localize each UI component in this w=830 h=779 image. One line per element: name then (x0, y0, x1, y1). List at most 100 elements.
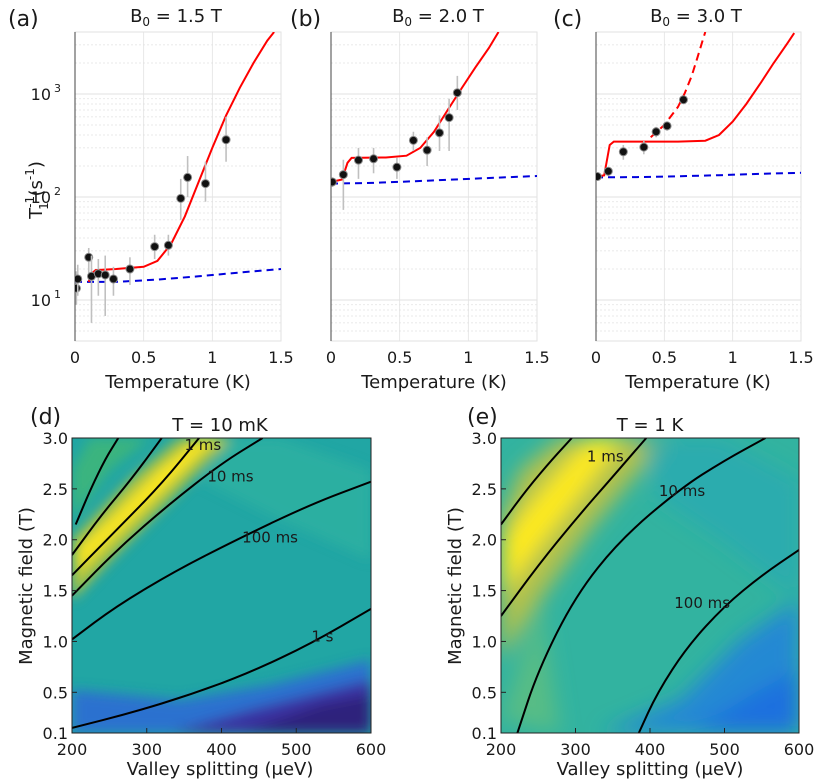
panel-b-baseline-fit (331, 175, 537, 185)
data-point (651, 127, 661, 137)
contour-line (501, 438, 648, 617)
panel-a-points (75, 116, 231, 323)
panel-e-label: (e) (467, 405, 498, 430)
data-point (596, 172, 602, 182)
xtick-label: 0 (326, 348, 336, 367)
contour-label: 1 ms (184, 436, 221, 454)
xtick-label: 500 (281, 740, 312, 759)
data-point (678, 95, 688, 105)
ytick-label: 0.5 (472, 683, 497, 702)
panel-e-xticks: 200 300 400 500 600 (486, 728, 814, 759)
ytick-label: 2.0 (43, 531, 68, 550)
panel-b-grid (330, 31, 538, 342)
ytick-label: 2.5 (472, 480, 497, 499)
panel-e-contours (501, 438, 799, 733)
panel-e-ylabel: Magnetic field (T) (445, 507, 466, 665)
data-point (422, 145, 432, 155)
contour-label: 100 ms (674, 594, 730, 612)
data-point (639, 142, 649, 152)
data-point (200, 179, 210, 189)
data-point (353, 155, 363, 165)
xtick-label: 0.5 (387, 348, 412, 367)
data-point (100, 270, 110, 280)
contour-label: 1 ms (587, 447, 624, 465)
data-point (338, 170, 348, 180)
ytick-exponent: 1 (54, 288, 61, 301)
xtick-label: 200 (57, 740, 88, 759)
panel-d-yticks: 0.1 0.5 1.0 1.5 2.0 2.5 3.0 (43, 429, 77, 743)
data-point (150, 242, 160, 252)
panel-b-xlabel: Temperature (K) (360, 372, 507, 393)
contour-line (74, 438, 120, 525)
data-point (125, 264, 135, 274)
xtick-label: 0 (70, 348, 80, 367)
panel-c-xticks: 0 0.5 1 1.5 (591, 348, 814, 367)
data-point (108, 274, 118, 284)
contour-label: 10 ms (659, 482, 705, 500)
panel-c-xlabel: Temperature (K) (624, 372, 771, 393)
data-point (75, 283, 81, 293)
contour-line (516, 438, 766, 733)
panel-d-ylabel: Magnetic field (T) (16, 507, 37, 665)
contour-line (72, 438, 264, 597)
data-point (331, 177, 337, 187)
panel-e-contour-labels: 1 ms 10 ms 100 ms (587, 447, 730, 611)
contour-line (501, 438, 573, 526)
ytick-label: 10 (31, 85, 51, 104)
ytick-label: 1.5 (43, 582, 68, 601)
contour-line (72, 438, 163, 556)
ytick-label: 10 (31, 291, 51, 310)
xtick-label: 1.5 (524, 348, 549, 367)
data-point (176, 193, 186, 203)
panel-d: (d) T = 10 mK 1 ms 10 ms 100 ms 1 s 200 300 4… (16, 405, 386, 779)
xtick-label: 500 (709, 740, 740, 759)
data-point (221, 135, 231, 145)
data-point (434, 128, 444, 138)
panel-e-yticks: 0.1 0.5 1.0 1.5 2.0 2.5 3.0 (472, 429, 506, 743)
xtick-label: 1 (463, 348, 473, 367)
data-point (75, 274, 83, 284)
panel-b-label: (b) (290, 7, 321, 32)
xtick-label: 400 (635, 740, 666, 759)
ytick-label: 3.0 (472, 429, 497, 448)
ytick-label: 2.0 (472, 531, 497, 550)
panel-a-xlabel: Temperature (K) (104, 372, 251, 393)
panel-a-model-fit (87, 32, 275, 283)
data-point (618, 147, 628, 157)
panel-d-contour-labels: 1 ms 10 ms 100 ms 1 s (184, 436, 333, 645)
panel-c-title: B0 = 3.0 T (650, 6, 743, 29)
panel-c-frame (595, 31, 802, 342)
panel-e-heatmap (501, 438, 799, 733)
data-point (603, 166, 613, 176)
panel-c-model-fit (596, 32, 796, 178)
panel-d-contours (72, 438, 371, 729)
panel-a-xticks: 0 0.5 1 1.5 (70, 348, 294, 367)
contour-label: 100 ms (242, 529, 298, 547)
panel-c-grid (595, 31, 802, 342)
xtick-label: 600 (356, 740, 387, 759)
panel-e: (e) T = 1 K 1 ms 10 ms 100 ms 200 300 400 500… (445, 405, 814, 779)
xtick-label: 1.5 (788, 348, 813, 367)
contour-line (72, 480, 371, 641)
ytick-label: 1.5 (472, 582, 497, 601)
data-point (392, 162, 402, 172)
panel-d-heatmap (72, 438, 371, 733)
panel-d-title: T = 10 mK (171, 415, 269, 436)
panel-d-xticks: 200 300 400 500 600 (57, 728, 387, 759)
data-point (444, 113, 454, 123)
ytick-exponent: 2 (54, 185, 61, 198)
xtick-label: 200 (486, 740, 517, 759)
contour-label: 10 ms (207, 468, 253, 486)
xtick-label: 0 (591, 348, 601, 367)
ytick-label: 10 (31, 188, 51, 207)
ytick-label: 0.1 (472, 724, 497, 743)
panel-e-title: T = 1 K (616, 415, 685, 436)
panel-c: (c) B0 = 3.0 T 0 0.5 1 1.5 Temperature (K) (553, 6, 814, 393)
panel-c-label: (c) (553, 7, 582, 32)
data-point (452, 88, 462, 98)
panel-a-title: B0 = 1.5 T (130, 6, 223, 29)
ytick-label: 1.0 (43, 632, 68, 651)
panel-b-model-fit (331, 32, 500, 183)
